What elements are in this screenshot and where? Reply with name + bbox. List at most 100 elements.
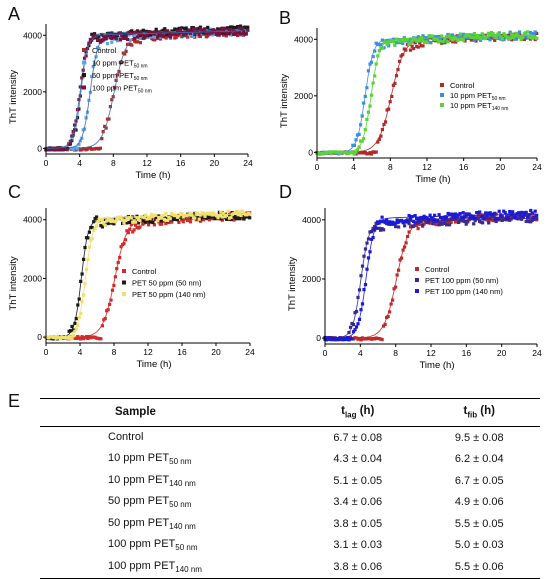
data-point <box>535 216 539 221</box>
cell-tfib: 9.5 ± 0.08 <box>454 431 504 444</box>
data-point <box>178 28 183 32</box>
data-point <box>73 329 77 334</box>
data-point <box>497 209 501 213</box>
data-point <box>148 220 152 224</box>
data-point <box>437 213 441 217</box>
data-point <box>226 209 230 213</box>
data-point <box>471 35 475 39</box>
data-point <box>376 54 380 58</box>
data-point <box>231 32 235 37</box>
data-point <box>400 256 404 260</box>
data-point <box>502 32 506 36</box>
data-point <box>117 35 121 40</box>
data-point <box>510 32 514 36</box>
data-point <box>508 209 512 214</box>
data-point <box>463 219 467 224</box>
data-point <box>58 337 62 341</box>
data-point <box>242 217 246 221</box>
data-point <box>493 211 497 215</box>
data-point <box>229 215 233 219</box>
data-point <box>451 40 455 44</box>
data-point <box>181 32 185 36</box>
data-point <box>406 220 410 224</box>
data-point <box>478 210 482 214</box>
cell-sample: 100 ppm PET140 nm <box>40 556 297 579</box>
data-point <box>248 212 252 216</box>
chart-d: 0 4 8 12 16 20 24 0 2000 4000 Time (h) ThT intensit… <box>287 208 542 371</box>
data-point <box>436 219 440 223</box>
data-point <box>170 220 174 224</box>
data-point <box>418 222 422 226</box>
data-point <box>174 35 178 39</box>
x-axis-label: Time (h) <box>415 174 450 185</box>
data-point <box>155 219 159 223</box>
data-point <box>472 32 476 36</box>
data-point <box>472 222 476 226</box>
data-point <box>97 38 101 42</box>
legend-marker <box>440 103 444 107</box>
fit-line <box>317 34 537 153</box>
cell-sample: 10 ppm PET140 nm <box>108 473 196 488</box>
data-point <box>369 152 374 156</box>
data-point <box>380 46 384 50</box>
data-point <box>394 285 398 289</box>
data-point <box>65 147 70 151</box>
series-2 <box>315 30 539 156</box>
data-point <box>394 221 398 225</box>
data-point <box>109 298 113 302</box>
data-point <box>416 35 420 39</box>
data-point <box>421 44 425 48</box>
data-point <box>405 38 409 42</box>
data-point <box>398 258 402 262</box>
data-point <box>248 216 252 220</box>
data-point <box>148 216 152 220</box>
data-point <box>166 29 170 33</box>
cell-sample: 100 ppm PET50 nm <box>108 538 198 553</box>
data-point <box>110 40 114 44</box>
data-point <box>386 315 390 319</box>
y-axis-label: ThT intensity <box>287 257 298 311</box>
data-point <box>154 27 158 31</box>
data-point <box>216 27 220 31</box>
data-point <box>207 218 211 222</box>
data-point <box>480 32 484 36</box>
y-tick-label: 0 <box>37 332 42 342</box>
data-point <box>532 216 536 220</box>
data-point <box>118 37 122 41</box>
data-point <box>448 223 452 227</box>
x-tick-label: 4 <box>358 348 363 358</box>
data-point <box>430 216 434 220</box>
data-point <box>491 32 495 36</box>
data-point <box>519 37 523 41</box>
x-tick-label: 24 <box>532 348 542 358</box>
data-point <box>174 213 178 217</box>
data-point <box>374 226 378 230</box>
x-tick-label: 12 <box>142 158 152 168</box>
panel-a: A 0 4 8 12 16 20 24 0 2000 4000 Time (h) ThT intens… <box>0 0 270 200</box>
data-point <box>239 24 243 28</box>
data-point <box>469 38 473 42</box>
data-point <box>416 219 420 223</box>
data-point <box>429 40 433 45</box>
data-point <box>443 221 447 225</box>
x-tick-label: 12 <box>422 162 432 172</box>
data-point <box>108 105 112 109</box>
data-point <box>416 45 420 49</box>
data-point <box>87 230 91 234</box>
data-point <box>385 218 389 222</box>
data-point <box>488 217 492 221</box>
data-point <box>174 32 178 36</box>
data-point <box>377 221 381 225</box>
data-point <box>451 212 455 216</box>
data-point <box>533 209 537 213</box>
data-point <box>487 221 491 225</box>
cell-sample: 50 ppm PET140 nm <box>108 516 196 531</box>
data-point <box>134 30 138 34</box>
data-point <box>532 32 536 36</box>
x-tick-label: 0 <box>323 348 328 358</box>
x-tick-label: 0 <box>44 347 49 357</box>
fit-line <box>325 213 537 339</box>
data-point <box>69 329 73 333</box>
x-tick-label: 24 <box>245 347 255 357</box>
panel-letter: A <box>8 4 21 24</box>
